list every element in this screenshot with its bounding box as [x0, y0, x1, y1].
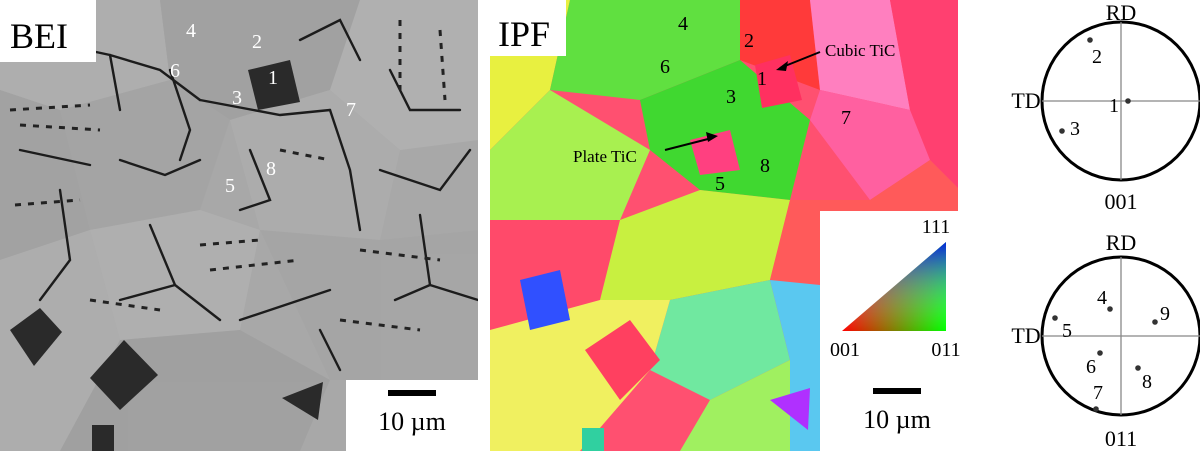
pole-figures-panel: RD TD 001 2 1 3 RD TD 011 4 9 5 6 8 7: [1011, 0, 1200, 451]
pf2-point-label: 9: [1160, 303, 1170, 325]
plate-tic-annotation: Plate TiC: [573, 147, 637, 166]
pf2-point-label: 5: [1062, 320, 1072, 342]
ipf-grain-label: 5: [715, 173, 725, 195]
bei-panel: BEI 4 2 6 1 3 7 8 5 10 µm: [0, 0, 478, 451]
pf2-point-label: 7: [1093, 382, 1103, 404]
pf2-point-label: 4: [1097, 287, 1107, 309]
key-001-label: 001: [830, 339, 860, 361]
bei-grain-label: 1: [268, 67, 278, 89]
bei-boundaries: [18, 18, 478, 372]
pf1-point-label: 2: [1092, 46, 1102, 68]
ipf-grain-label: 2: [744, 30, 754, 52]
tic-triangle: [282, 382, 323, 420]
ipf-tic-cube: [585, 320, 660, 400]
ipf-scale-bar: [873, 388, 921, 394]
bei-scale-label: 10 µm: [378, 407, 446, 436]
cubic-tic-annotation: Cubic TiC: [825, 41, 895, 60]
ipf-grain-label: 3: [726, 86, 736, 108]
bei-tic-particles: [10, 60, 323, 451]
ipf-grain-labels: 4 2 6 1 3 7 8 5: [660, 13, 851, 195]
bei-grain-label: 5: [225, 175, 235, 197]
pf1-point-label: 3: [1070, 118, 1080, 140]
bei-grain-label: 7: [346, 99, 356, 121]
tic-cube: [92, 425, 114, 451]
tic-cube: [10, 308, 62, 366]
bei-grain-label: 6: [170, 60, 180, 82]
bei-scale-bar: [388, 390, 436, 396]
bei-particles: [9, 20, 447, 332]
bei-grain-label: 8: [266, 158, 276, 180]
ipf-color-key: 111 001 011: [830, 216, 961, 361]
tic-cube: [90, 340, 158, 410]
pole-figure-001: RD TD 001 2 1 3: [1011, 0, 1200, 214]
ipf-scale-label: 10 µm: [863, 405, 931, 434]
pf2-point-label: 8: [1142, 371, 1152, 393]
bei-title: BEI: [10, 16, 68, 56]
ipf-grain-label: 6: [660, 56, 670, 78]
ipf-cubic-tic: [755, 55, 802, 108]
bei-grain-label: 2: [252, 31, 262, 53]
bei-grain-label: 4: [186, 20, 196, 42]
ipf-tic-triangle: [770, 388, 810, 430]
pole-figure-011: RD TD 011 4 9 5 6 8 7: [1011, 230, 1200, 451]
ipf-grain-label: 8: [760, 155, 770, 177]
ipf-grain-label: 7: [841, 107, 851, 129]
bei-grain-label: 3: [232, 87, 242, 109]
ipf-grain-label: 4: [678, 13, 688, 35]
ipf-title: IPF: [498, 14, 550, 54]
pf2-rd-label: RD: [1106, 230, 1137, 255]
pf1-td-label: TD: [1011, 88, 1040, 113]
bei-grain-labels: 4 2 6 1 3 7 8 5: [170, 20, 356, 197]
key-011-label: 011: [931, 339, 960, 361]
pf2-bottom-label: 011: [1105, 426, 1137, 451]
pf1-bottom-label: 001: [1105, 189, 1138, 214]
pf1-point-label: 1: [1109, 95, 1119, 117]
pf2-point-label: 6: [1086, 356, 1096, 378]
plate-tic-arrow: [664, 137, 713, 151]
key-111-label: 111: [922, 216, 951, 238]
ipf-grain-label: 1: [757, 68, 767, 90]
pf2-td-label: TD: [1011, 323, 1040, 348]
ipf-panel: IPF 4 2 6 1 3 7 8 5 Cubic TiC Plate TiC …: [490, 0, 970, 451]
tic-cube-1: [248, 60, 300, 110]
